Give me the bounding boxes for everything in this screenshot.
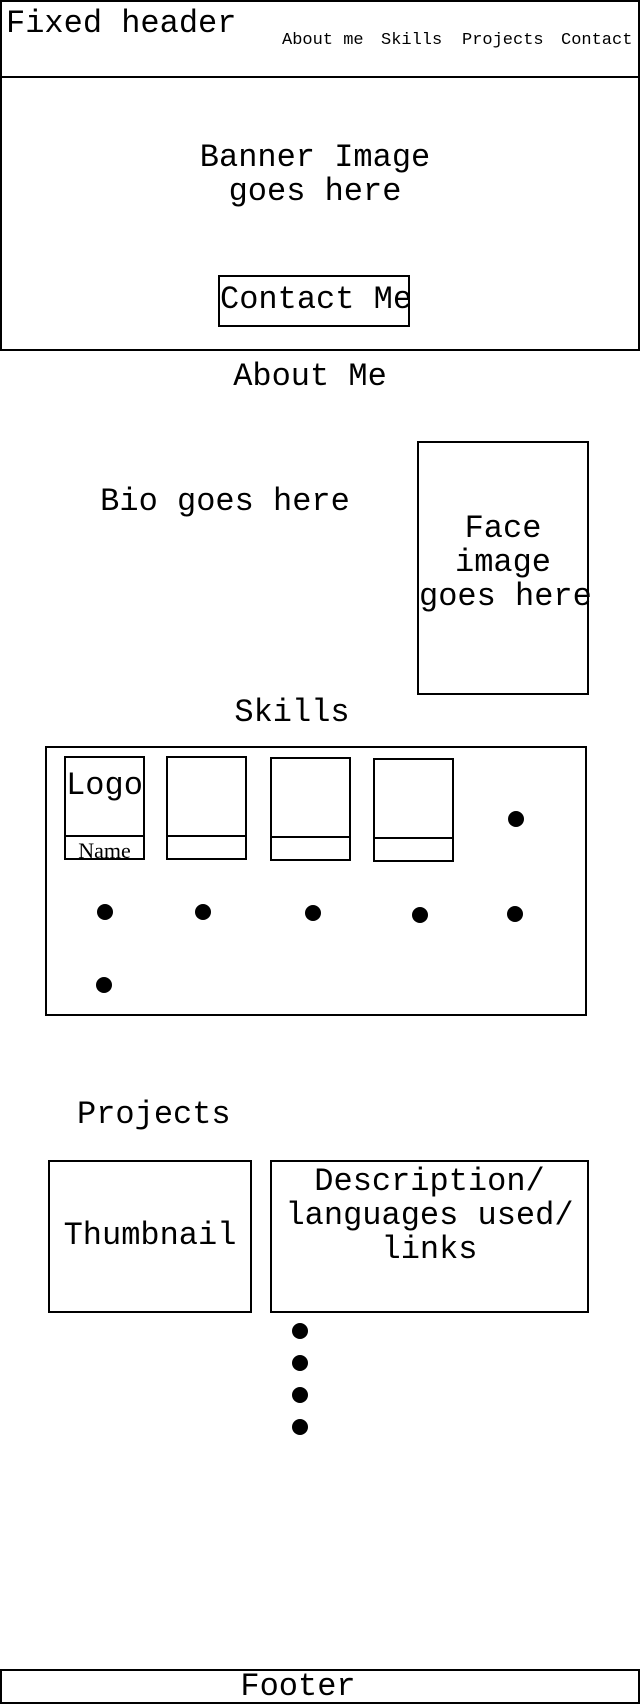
bullet-dot <box>292 1355 308 1371</box>
bullet-dot <box>97 904 113 920</box>
description-line-2: languages used/ <box>285 1197 574 1234</box>
fixed-header <box>0 0 640 78</box>
face-text-line-3: goes here <box>419 578 592 615</box>
skill-card: Logo Name <box>64 756 145 863</box>
header-title: Fixed header <box>6 5 237 42</box>
description-line-3: links <box>381 1231 478 1268</box>
skill-name-divider <box>66 835 143 837</box>
contact-me-button-label: Contact Me <box>220 281 413 318</box>
footer: Footer <box>0 1669 640 1704</box>
banner-text-line-2: goes here <box>228 173 402 210</box>
about-me-heading: About Me <box>233 358 387 395</box>
contact-me-button[interactable]: Contact Me <box>218 275 413 327</box>
project-description-placeholder: Description/ languages used/ links <box>270 1160 589 1313</box>
face-text-line-2: image <box>454 544 551 581</box>
face-image-placeholder: Face image goes here <box>417 441 592 695</box>
bullet-dot <box>305 905 321 921</box>
skill-name-divider <box>375 837 452 839</box>
bio-placeholder: Bio goes here <box>100 483 350 520</box>
bullet-dot <box>292 1323 308 1339</box>
skill-card <box>166 756 247 860</box>
bullet-dot <box>195 904 211 920</box>
nav-projects[interactable]: Projects <box>462 31 544 50</box>
nav-contact[interactable]: Contact <box>561 31 633 50</box>
bullet-dot <box>292 1387 308 1403</box>
description-line-1: Description/ <box>314 1163 545 1200</box>
bullet-dot <box>292 1419 308 1435</box>
skill-name-divider <box>168 835 245 837</box>
skill-card <box>373 758 454 862</box>
banner-text-line-1: Banner Image <box>199 139 431 176</box>
skill-logo-label: Logo <box>66 767 143 804</box>
nav-skills[interactable]: Skills <box>381 31 443 50</box>
bullet-dot <box>508 811 524 827</box>
project-thumbnail-placeholder: Thumbnail <box>48 1160 252 1313</box>
face-text-line-1: Face <box>464 510 542 547</box>
skill-name-label: Name <box>78 838 131 863</box>
bullet-dot <box>96 977 112 993</box>
nav-about-me[interactable]: About me <box>282 31 364 50</box>
skills-heading: Skills <box>234 694 350 731</box>
thumbnail-label: Thumbnail <box>63 1217 237 1254</box>
bullet-dot <box>507 906 523 922</box>
footer-label: Footer <box>240 1668 356 1705</box>
bullet-dot <box>412 907 428 923</box>
projects-heading: Projects <box>77 1096 231 1133</box>
skill-name-divider <box>272 836 349 838</box>
skill-card <box>270 757 351 861</box>
